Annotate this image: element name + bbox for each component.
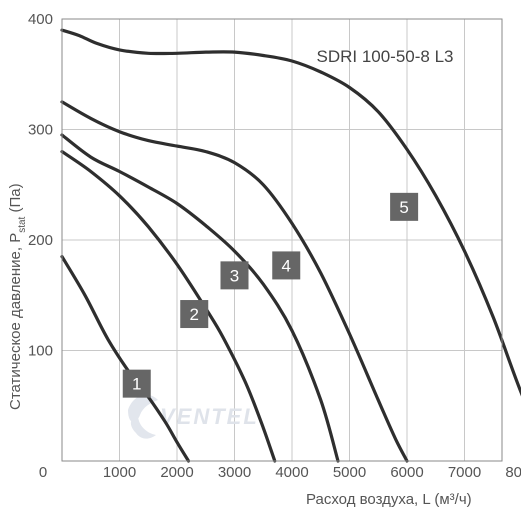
chart-title: SDRI 100-50-8 L3 xyxy=(316,47,453,66)
y-tick-label: 100 xyxy=(28,343,53,360)
curve-label-2: 2 xyxy=(180,300,209,329)
x-tick-label: 1000 xyxy=(103,464,136,481)
curve-label-box xyxy=(272,251,301,280)
curve-label-5: 5 xyxy=(390,192,419,221)
curve-label-box xyxy=(180,300,209,329)
curve-label-text: 1 xyxy=(132,375,141,394)
x-axis-title: Расход воздуха, L (м³/ч) xyxy=(306,491,472,508)
y-axis-title: Статическое давление, Pstat (Па) xyxy=(7,183,28,410)
curve-label-4: 4 xyxy=(272,251,301,280)
origin-label: 0 xyxy=(39,464,47,481)
x-tick-label: 6000 xyxy=(390,464,423,481)
curve-label-1: 1 xyxy=(122,369,151,398)
curve-label-text: 4 xyxy=(282,256,291,275)
y-tick-label: 300 xyxy=(28,122,53,139)
y-axis-title-main: Статическое давление, P xyxy=(7,233,24,410)
series-line-2 xyxy=(60,150,277,463)
watermark: VENTEL xyxy=(128,394,259,439)
curve-label-box xyxy=(390,192,419,221)
y-tick-label: 400 xyxy=(28,11,53,28)
tick-labels: 1000200030004000500060007000800090001002… xyxy=(28,11,521,481)
series-line-4 xyxy=(60,100,409,463)
watermark-text: VENTEL xyxy=(160,404,259,429)
series-line-5 xyxy=(60,28,521,397)
x-tick-label: 2000 xyxy=(160,464,193,481)
series-lines xyxy=(60,28,521,463)
series-line-1 xyxy=(60,255,191,463)
curve-label-text: 5 xyxy=(399,198,408,217)
y-axis-title-sub: stat xyxy=(17,216,28,232)
x-tick-label: 3000 xyxy=(218,464,251,481)
curve-label-3: 3 xyxy=(220,261,249,290)
fan-logo-icon xyxy=(128,394,158,439)
y-tick-label: 200 xyxy=(28,232,53,249)
x-tick-label: 7000 xyxy=(448,464,481,481)
plot-border xyxy=(61,18,503,462)
curve-label-box xyxy=(122,369,151,398)
x-tick-label: 4000 xyxy=(275,464,308,481)
curve-label-text: 3 xyxy=(230,266,239,285)
x-tick-label: 8000 xyxy=(505,464,521,481)
curve-label-box xyxy=(220,261,249,290)
x-tick-label: 5000 xyxy=(333,464,366,481)
curve-labels: 1 2 3 4 5 xyxy=(122,192,419,398)
y-axis-title-unit: (Па) xyxy=(7,183,24,216)
curve-label-text: 2 xyxy=(190,305,199,324)
series-line-3 xyxy=(60,133,340,463)
